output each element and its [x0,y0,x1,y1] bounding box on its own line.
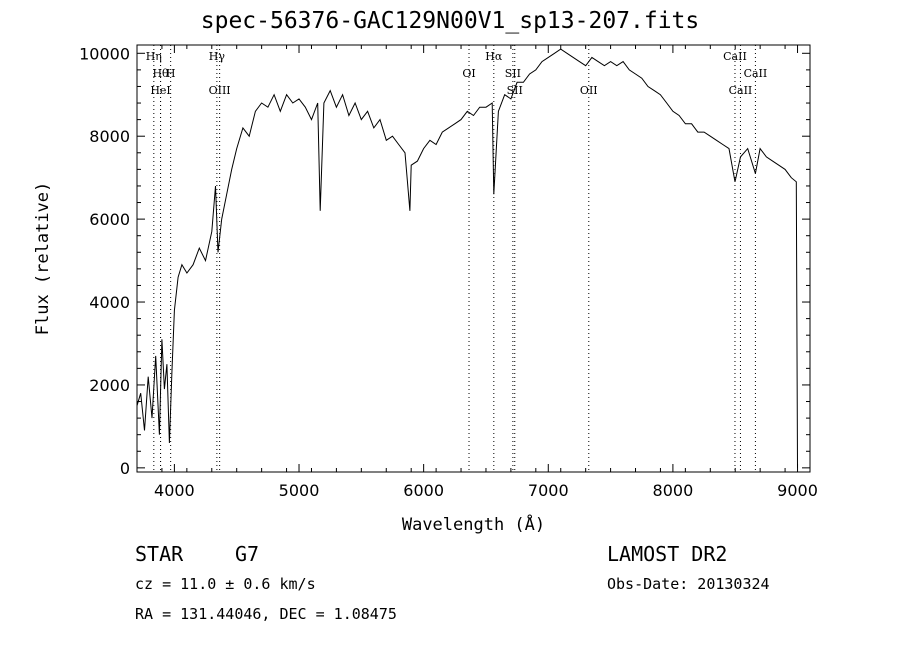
coordinates: RA = 131.44046, DEC = 1.08475 [135,605,397,623]
line-label: CaII [723,50,747,63]
line-label: H [166,67,176,80]
redshift-text: cz = 11.0 ± 0.6 km/s [135,575,316,593]
spectrum-line [136,48,798,468]
object-type: STAR [135,542,184,566]
plot-frame [136,44,811,473]
obs-date: Obs-Date: 20130324 [607,575,770,593]
x-axis-label: Wavelength (Å) [402,513,545,535]
x-tick-label: 4000 [154,481,195,500]
line-label: Hα [485,50,503,63]
x-tick-label: 8000 [653,481,694,500]
y-tick-label: 10000 [79,44,130,63]
line-label: Hγ [209,50,226,63]
y-tick-label: 4000 [89,293,130,312]
line-label: CaII [729,84,753,97]
x-tick-label: 6000 [403,481,444,500]
x-tick-label: 9000 [777,481,818,500]
y-tick-label: 2000 [89,376,130,395]
line-label: OI [462,67,475,80]
y-axis-label: Flux (relative) [33,182,53,336]
line-label: SII [507,84,523,97]
line-label: SII [505,67,521,80]
survey-name: LAMOST DR2 [607,542,728,566]
line-label: CaII [744,67,768,80]
line-label: HeI [150,84,170,97]
line-label: Hη [146,50,162,63]
y-tick-label: 6000 [89,210,130,229]
y-tick-label: 8000 [89,127,130,146]
spectral-subclass: G7 [235,542,260,566]
chart-title: spec-56376-GAC129N00V1_sp13-207.fits [200,8,700,34]
x-tick-label: 7000 [528,481,569,500]
x-tick-label: 5000 [279,481,320,500]
y-tick-label: 0 [120,459,130,478]
line-label: OII [580,84,598,97]
line-label: OIII [209,84,231,97]
